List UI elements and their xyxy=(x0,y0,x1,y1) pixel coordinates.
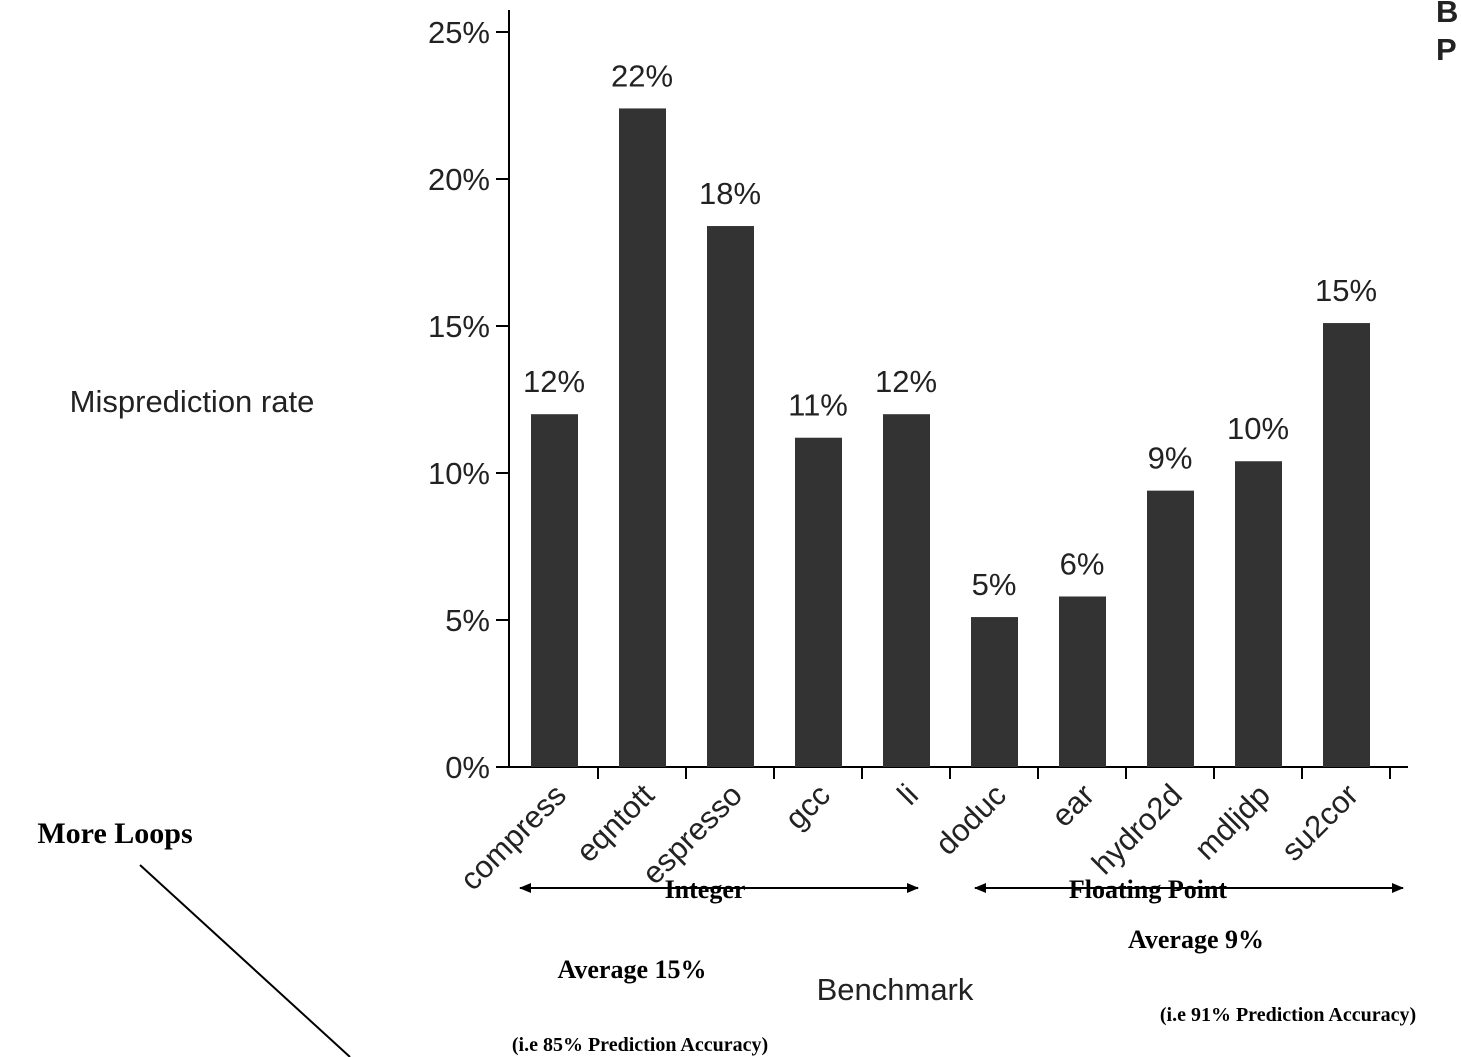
x-tick-label: ear xyxy=(1045,777,1101,833)
x-tick-label: doduc xyxy=(928,777,1012,861)
data-label: 22% xyxy=(611,58,673,93)
bar xyxy=(707,226,754,768)
y-tick-label: 0% xyxy=(445,750,490,785)
data-label: 9% xyxy=(1148,441,1193,476)
bar xyxy=(883,414,930,767)
x-axis-label: Benchmark xyxy=(817,972,974,1007)
y-tick-label: 10% xyxy=(428,456,490,491)
annotation: Average 9% xyxy=(1128,925,1264,954)
data-label: 12% xyxy=(875,364,937,399)
y-tick-label: 25% xyxy=(428,15,490,50)
data-label: 15% xyxy=(1315,273,1377,308)
pointer-line xyxy=(139,864,351,1057)
annotation: (i.e 85% Prediction Accuracy) xyxy=(512,1034,768,1056)
data-label: 18% xyxy=(699,176,761,211)
data-label: 12% xyxy=(523,364,585,399)
data-label: 11% xyxy=(788,388,848,423)
x-tick-label: mdljdp xyxy=(1188,777,1277,866)
data-label: 5% xyxy=(972,567,1017,602)
y-tick-label: 5% xyxy=(445,603,490,638)
y-tick-label: 15% xyxy=(428,309,490,344)
y-axis-label: Misprediction rate xyxy=(70,384,315,419)
bar xyxy=(795,437,842,767)
annotation: Average 15% xyxy=(558,955,707,984)
bar xyxy=(619,108,666,767)
x-tick-label: gcc xyxy=(778,777,837,836)
x-tick-label: li xyxy=(890,777,924,811)
x-tick-label: su2cor xyxy=(1274,777,1365,868)
bar xyxy=(1059,596,1106,767)
bar xyxy=(1235,461,1282,767)
data-label: 10% xyxy=(1227,411,1289,446)
annotation: (i.e 91% Prediction Accuracy) xyxy=(1160,1004,1416,1026)
bar xyxy=(531,414,578,767)
data-label: 6% xyxy=(1060,546,1105,581)
bar xyxy=(971,617,1018,767)
x-tick-label: hydro2d xyxy=(1085,777,1189,881)
title-fragment: P xyxy=(1436,32,1457,67)
annotation: Floating Point xyxy=(1069,875,1228,904)
bar xyxy=(1147,490,1194,767)
annotation: More Loops xyxy=(37,817,192,850)
y-tick-label: 20% xyxy=(428,162,490,197)
x-tick-label: compress xyxy=(453,777,573,897)
title-fragment: B xyxy=(1436,0,1458,29)
annotation: Integer xyxy=(665,875,746,904)
bar xyxy=(1323,323,1370,767)
